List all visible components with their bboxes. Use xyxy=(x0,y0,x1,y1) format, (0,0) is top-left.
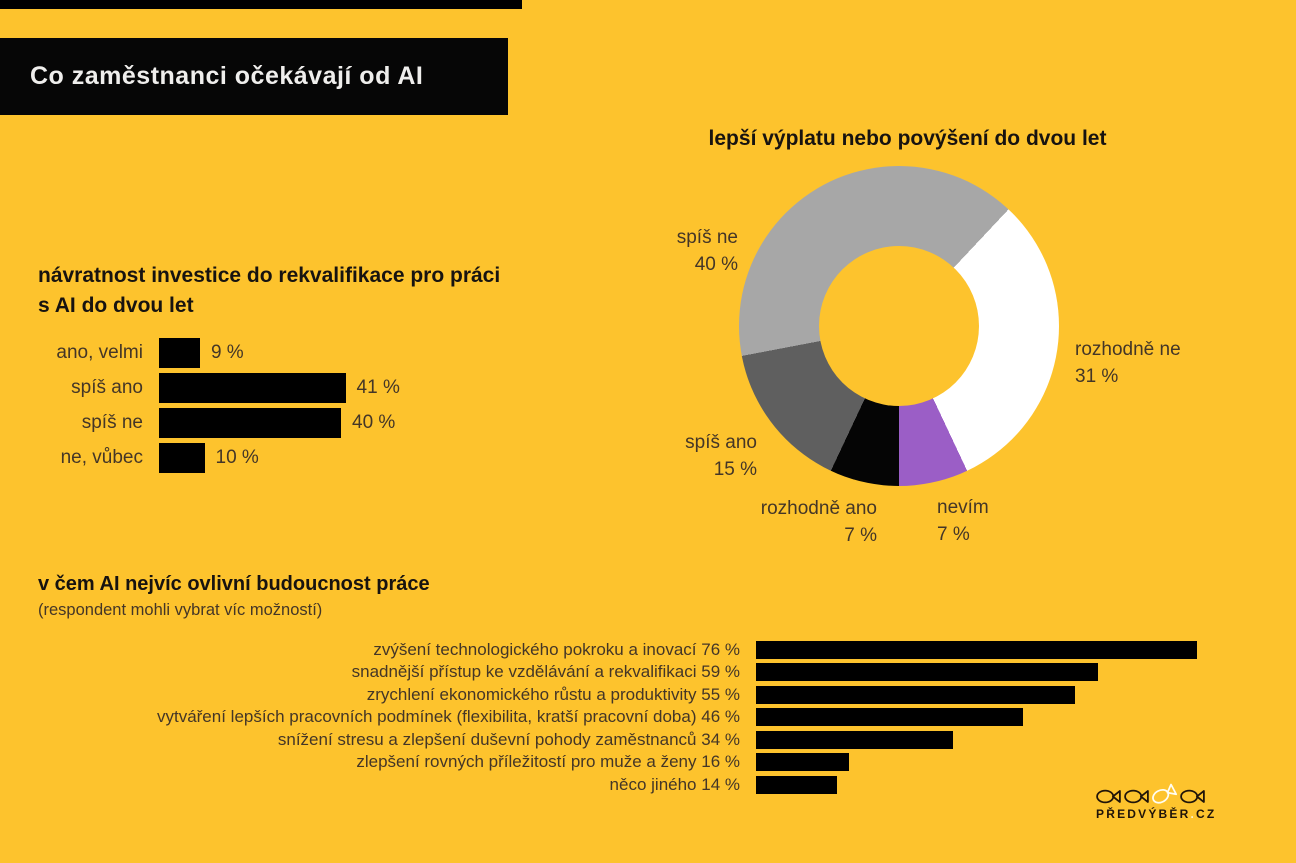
future-chart-title: v čem AI nejvíc ovlivní budoucnost práce xyxy=(38,573,430,595)
bar-row: zrychlení ekonomického růstu a produktiv… xyxy=(0,685,1075,704)
bar-row: něco jiného 14 % xyxy=(0,775,838,794)
bar-value-label: 40 % xyxy=(352,412,396,433)
bar-row: snadnější přístup ke vzdělávání a rekval… xyxy=(0,662,1099,681)
bar-row: spíš ano 41 % xyxy=(0,373,400,403)
header-banner: Co zaměstnanci očekávají od AI xyxy=(0,38,508,115)
bar-value-label: 9 % xyxy=(210,342,244,363)
bar xyxy=(159,408,341,438)
fish-icon-white xyxy=(1152,783,1178,804)
brand-name: PŘEDVÝBĚR.CZ xyxy=(1096,807,1217,821)
bar-category-label: zvýšení technologického pokroku a inovac… xyxy=(373,640,697,659)
donut-chart-title: lepší výplatu nebo povýšení do dvou let xyxy=(708,127,1107,150)
top-accent-strip xyxy=(0,0,522,9)
bar-row: zlepšení rovných příležitostí pro muže a… xyxy=(0,752,849,771)
bar-value-label: 41 % xyxy=(356,377,400,398)
bar-category-label: zlepšení rovných příležitostí pro muže a… xyxy=(356,752,697,771)
bar-value-label: 14 % xyxy=(701,775,740,794)
donut-hole xyxy=(819,246,979,406)
donut-label-nevim: nevím 7 % xyxy=(937,497,989,545)
bar-row: spíš ne 40 % xyxy=(0,408,395,438)
donut-label-rozhodne-ano: rozhodně ano 7 % xyxy=(760,498,877,546)
bar-category-label: něco jiného xyxy=(609,775,697,794)
page-title: Co zaměstnanci očekávají od AI xyxy=(30,62,424,90)
donut-label-rozhodne-ne: rozhodně ne 31 % xyxy=(1075,339,1181,387)
bar xyxy=(756,708,1023,726)
bar-value-label: 34 % xyxy=(701,730,740,749)
bar xyxy=(756,731,954,749)
bar-category-label: ano, velmi xyxy=(56,342,143,363)
bar-category-label: snížení stresu a zlepšení duševní pohody… xyxy=(277,730,697,749)
bar xyxy=(756,663,1099,681)
fish-icon xyxy=(1124,789,1149,803)
future-chart-subtitle: (respondent mohli vybrat víc možností) xyxy=(38,601,323,619)
bar xyxy=(756,753,849,771)
bar-value-label: 76 % xyxy=(701,640,740,659)
bar xyxy=(756,776,838,794)
bar-category-label: spíš ne xyxy=(81,412,143,433)
bar xyxy=(756,641,1197,659)
bar-category-label: zrychlení ekonomického růstu a produktiv… xyxy=(366,685,697,704)
bar-value-label: 10 % xyxy=(215,447,259,468)
bar-row: snížení stresu a zlepšení duševní pohody… xyxy=(0,730,954,749)
bar-row: vytváření lepších pracovních podmínek (f… xyxy=(0,707,1023,726)
fish-icon xyxy=(1180,789,1205,803)
bar-category-label: snadnější přístup ke vzdělávání a rekval… xyxy=(351,662,697,681)
bar xyxy=(159,443,205,473)
bar xyxy=(159,373,346,403)
bar-row: zvýšení technologického pokroku a inovac… xyxy=(0,640,1197,659)
bar xyxy=(756,686,1075,704)
bar-row: ne, vůbec 10 % xyxy=(0,443,259,473)
fish-icon xyxy=(1096,789,1121,803)
bar xyxy=(159,338,200,368)
reskilling-chart-title: návratnost investice do rekvalifikace pr… xyxy=(38,264,501,317)
bar-value-label: 55 % xyxy=(701,685,740,704)
donut-label-spis-ano: spíš ano 15 % xyxy=(685,432,757,480)
bar-value-label: 16 % xyxy=(701,752,740,771)
brand-logo: PŘEDVÝBĚR.CZ xyxy=(1096,783,1217,821)
bar-category-label: ne, vůbec xyxy=(60,447,143,468)
bar-row: ano, velmi 9 % xyxy=(0,338,244,368)
bar-category-label: spíš ano xyxy=(71,377,143,398)
bar-value-label: 59 % xyxy=(701,662,740,681)
bar-category-label: vytváření lepších pracovních podmínek (f… xyxy=(156,707,697,726)
bar-value-label: 46 % xyxy=(701,707,740,726)
donut-label-spis-ne: spíš ne 40 % xyxy=(676,227,738,275)
